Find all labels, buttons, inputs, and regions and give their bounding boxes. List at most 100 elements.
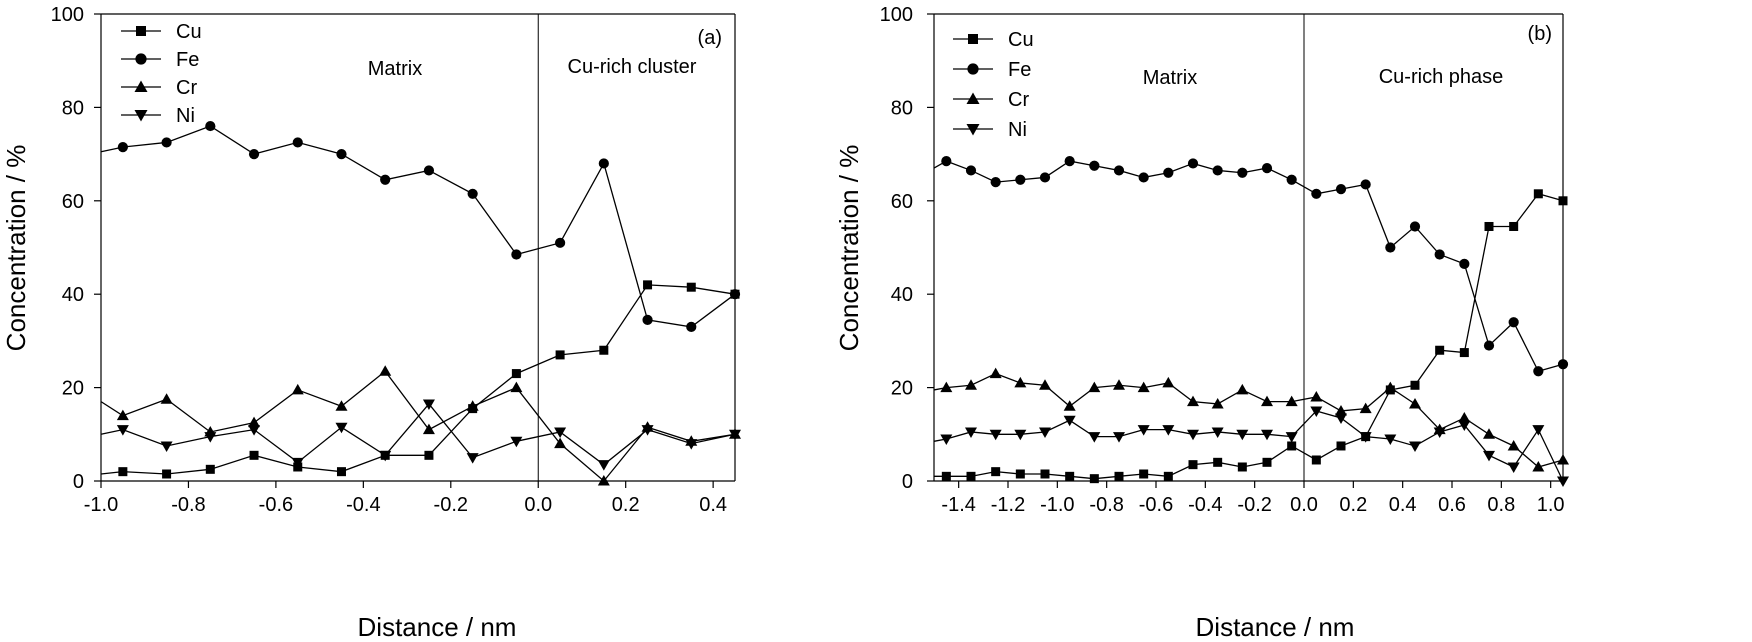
y-tick-label: 0 bbox=[902, 471, 913, 493]
data-point-cr bbox=[1261, 395, 1273, 407]
data-point-fe bbox=[1311, 188, 1322, 199]
data-point-fe bbox=[1286, 174, 1297, 185]
legend-marker-cu bbox=[968, 34, 978, 44]
data-point-cr bbox=[1113, 379, 1125, 390]
region-label-matrix: Matrix bbox=[1143, 67, 1197, 89]
data-point-ni bbox=[940, 434, 953, 445]
series-fe bbox=[100, 120, 741, 332]
data-point-cr bbox=[940, 381, 953, 393]
legend-item-fe: Fe bbox=[953, 59, 1031, 81]
data-point-cu bbox=[424, 450, 434, 460]
data-point-cu bbox=[1089, 474, 1099, 484]
data-point-fe bbox=[1187, 158, 1199, 169]
data-point-cu bbox=[1558, 196, 1568, 206]
data-point-fe bbox=[990, 177, 1001, 188]
data-point-fe bbox=[1483, 340, 1495, 351]
data-point-ni bbox=[466, 453, 479, 464]
series-line-cu bbox=[934, 193, 1564, 480]
data-point-cr bbox=[1507, 439, 1520, 451]
y-axis-ticks: 0 20 40 60 80 100 bbox=[51, 4, 101, 493]
legend-label-fe: Fe bbox=[176, 49, 199, 71]
x-axis-title: Distance / nm bbox=[1196, 612, 1355, 642]
series-cu bbox=[100, 280, 740, 479]
legend-label-cu: Cu bbox=[1008, 29, 1034, 51]
data-point-cr bbox=[335, 400, 348, 411]
data-point-cr bbox=[1384, 381, 1397, 393]
data-point-cr bbox=[379, 365, 392, 376]
data-point-cr bbox=[160, 393, 173, 404]
legend-label-cr: Cr bbox=[1008, 89, 1029, 111]
data-point-cu bbox=[1262, 457, 1272, 467]
data-point-cu bbox=[1435, 345, 1445, 355]
x-tick-label: 0.2 bbox=[1339, 494, 1367, 516]
y-tick-label: 60 bbox=[62, 191, 84, 213]
data-point-cr bbox=[422, 423, 435, 435]
legend-marker-cr bbox=[134, 80, 148, 92]
x-tick-label: -1.4 bbox=[941, 494, 975, 516]
data-point-fe bbox=[1409, 221, 1421, 232]
data-point-fe bbox=[1163, 167, 1174, 178]
data-point-cu bbox=[1015, 469, 1025, 479]
data-point-cu bbox=[1040, 469, 1050, 479]
data-point-ni bbox=[1162, 425, 1175, 436]
data-point-fe bbox=[1039, 172, 1051, 183]
legend-item-cr: Cr bbox=[953, 89, 1029, 111]
y-tick-label: 100 bbox=[880, 4, 913, 26]
data-point-ni bbox=[422, 399, 435, 410]
data-point-cr bbox=[466, 400, 479, 411]
data-point-ni bbox=[989, 429, 1002, 441]
data-point-fe bbox=[555, 237, 566, 248]
data-point-cu bbox=[249, 450, 259, 460]
data-point-ni bbox=[1532, 425, 1545, 436]
data-point-fe bbox=[729, 289, 741, 300]
y-axis-title: Concentration / % bbox=[1, 145, 31, 352]
data-point-ni bbox=[1409, 441, 1421, 452]
legend-item-cu: Cu bbox=[953, 29, 1034, 51]
legend-label-cu: Cu bbox=[176, 21, 202, 43]
data-point-ni bbox=[1014, 429, 1027, 441]
data-point-ni bbox=[1335, 413, 1347, 424]
data-point-ni bbox=[1507, 462, 1520, 473]
data-point-cr bbox=[1458, 411, 1471, 423]
data-point-cu bbox=[511, 369, 521, 379]
series-cu bbox=[934, 189, 1568, 484]
data-point-ni bbox=[554, 427, 567, 438]
y-tick-label: 40 bbox=[62, 284, 84, 306]
y-tick-label: 20 bbox=[62, 378, 84, 400]
data-point-ni bbox=[510, 436, 523, 448]
data-point-cr bbox=[510, 381, 523, 393]
data-point-ni bbox=[160, 441, 173, 452]
data-point-ni bbox=[248, 425, 261, 436]
data-point-ni bbox=[729, 429, 741, 441]
data-point-cu bbox=[1484, 221, 1494, 231]
data-point-ni bbox=[1063, 415, 1076, 427]
x-tick-label: -0.4 bbox=[346, 494, 380, 516]
data-point-cu bbox=[336, 467, 346, 477]
y-tick-label: 80 bbox=[62, 97, 84, 119]
data-point-cr bbox=[1557, 453, 1569, 465]
x-tick-label: -0.2 bbox=[434, 494, 468, 516]
x-axis-title: Distance / nm bbox=[358, 612, 517, 642]
x-tick-label: 0.4 bbox=[699, 494, 727, 516]
x-tick-label: -0.8 bbox=[171, 494, 205, 516]
data-point-cr bbox=[1039, 379, 1051, 390]
data-point-cu bbox=[1114, 471, 1124, 481]
legend-marker-ni bbox=[966, 124, 980, 136]
y-tick-label: 0 bbox=[73, 471, 84, 493]
data-point-cu bbox=[941, 471, 951, 481]
data-point-fe bbox=[1360, 179, 1371, 190]
data-point-ni bbox=[641, 425, 654, 436]
data-point-cr bbox=[1137, 381, 1150, 393]
data-point-cr bbox=[1335, 404, 1347, 416]
data-point-fe bbox=[965, 165, 977, 176]
data-point-ni bbox=[1088, 432, 1101, 443]
data-point-cu bbox=[1237, 462, 1247, 472]
data-point-fe bbox=[1089, 160, 1100, 171]
data-point-cu bbox=[1509, 221, 1519, 231]
data-point-fe bbox=[686, 321, 697, 332]
data-point-fe bbox=[1261, 163, 1273, 174]
data-point-fe bbox=[1557, 359, 1569, 370]
legend-marker-fe bbox=[967, 63, 979, 75]
series-fe bbox=[933, 156, 1569, 377]
data-point-fe bbox=[1113, 165, 1125, 176]
